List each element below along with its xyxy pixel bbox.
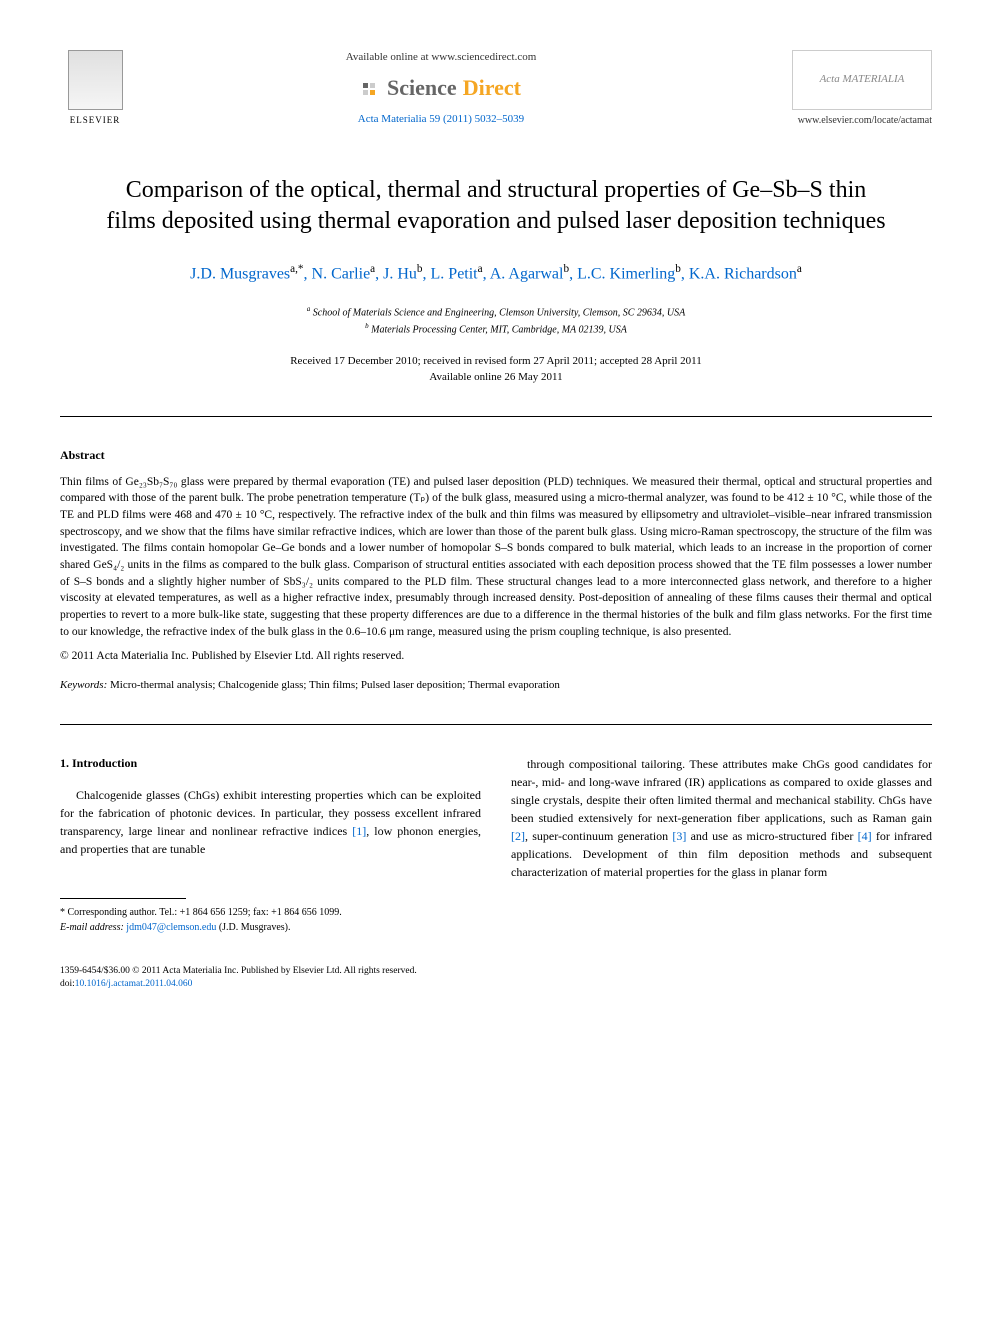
author-2[interactable]: , N. Carlie <box>304 266 371 283</box>
footnote-divider <box>60 898 186 899</box>
available-online-text: Available online at www.sciencedirect.co… <box>130 50 752 65</box>
elsevier-tree-icon <box>68 50 123 110</box>
intro-paragraph-left: Chalcogenide glasses (ChGs) exhibit inte… <box>60 786 481 858</box>
sciencedirect-text-2: Direct <box>463 73 521 104</box>
doi-link[interactable]: 10.1016/j.actamat.2011.04.060 <box>75 979 193 989</box>
divider-bottom <box>60 724 932 725</box>
available-date: Available online 26 May 2011 <box>429 371 562 383</box>
article-dates: Received 17 December 2010; received in r… <box>60 353 932 386</box>
center-header: Available online at www.sciencedirect.co… <box>130 50 752 128</box>
abstract-text: Thin films of Ge₂₃Sb₇S₇₀ glass were prep… <box>60 474 932 641</box>
email-link[interactable]: jdm047@clemson.edu <box>126 922 216 933</box>
author-4[interactable]: , L. Petit <box>423 266 478 283</box>
ref-2[interactable]: [2] <box>511 829 525 843</box>
journal-reference[interactable]: Acta Materialia 59 (2011) 5032–5039 <box>130 112 752 127</box>
author-1-sup: a,* <box>290 263 303 275</box>
introduction-heading: 1. Introduction <box>60 755 481 772</box>
author-3[interactable]: , J. Hu <box>375 266 417 283</box>
author-7[interactable]: , K.A. Richardson <box>681 266 797 283</box>
acta-logo-block: Acta MATERIALIA www.elsevier.com/locate/… <box>752 50 932 128</box>
authors-list: J.D. Musgravesa,*, N. Carliea, J. Hub, L… <box>60 262 932 286</box>
right-column: through compositional tailoring. These a… <box>511 755 932 935</box>
left-column: 1. Introduction Chalcogenide glasses (Ch… <box>60 755 481 935</box>
keywords-text: Micro-thermal analysis; Chalcogenide gla… <box>110 679 560 691</box>
author-1[interactable]: J.D. Musgraves <box>190 266 290 283</box>
ref-3[interactable]: [3] <box>672 829 686 843</box>
elsevier-logo: ELSEVIER <box>60 50 130 135</box>
keywords-row: Keywords: Micro-thermal analysis; Chalco… <box>60 678 932 693</box>
ref-4[interactable]: [4] <box>858 829 872 843</box>
issn-copyright: 1359-6454/$36.00 © 2011 Acta Materialia … <box>60 965 932 978</box>
page-footer: 1359-6454/$36.00 © 2011 Acta Materialia … <box>60 965 932 992</box>
email-author: (J.D. Musgraves). <box>219 922 291 933</box>
email-label: E-mail address: <box>60 922 124 933</box>
corresponding-tel: * Corresponding author. Tel.: +1 864 656… <box>60 905 481 920</box>
author-7-sup: a <box>797 263 802 275</box>
received-date: Received 17 December 2010; received in r… <box>290 355 702 367</box>
affiliation-b: Materials Processing Center, MIT, Cambri… <box>371 325 627 336</box>
ref-1[interactable]: [1] <box>352 824 366 838</box>
header-row: ELSEVIER Available online at www.science… <box>60 50 932 135</box>
affiliation-a: School of Materials Science and Engineer… <box>313 307 685 318</box>
abstract-heading: Abstract <box>60 447 932 464</box>
acta-materialia-logo: Acta MATERIALIA <box>792 50 932 110</box>
sciencedirect-logo: ScienceDirect <box>130 73 752 104</box>
acta-url[interactable]: www.elsevier.com/locate/actamat <box>752 114 932 128</box>
doi-label: doi: <box>60 979 75 989</box>
divider-top <box>60 416 932 417</box>
body-columns: 1. Introduction Chalcogenide glasses (Ch… <box>60 755 932 935</box>
intro-paragraph-right: through compositional tailoring. These a… <box>511 755 932 881</box>
keywords-label: Keywords: <box>60 679 107 691</box>
author-6[interactable]: , L.C. Kimerling <box>569 266 675 283</box>
sciencedirect-icon <box>361 79 381 99</box>
article-title: Comparison of the optical, thermal and s… <box>100 175 892 237</box>
author-5[interactable]: , A. Agarwal <box>483 266 564 283</box>
corresponding-author-footnote: * Corresponding author. Tel.: +1 864 656… <box>60 905 481 935</box>
abstract-copyright: © 2011 Acta Materialia Inc. Published by… <box>60 648 932 664</box>
affiliations: a School of Materials Science and Engine… <box>60 304 932 339</box>
sciencedirect-text-1: Science <box>387 73 457 104</box>
elsevier-label: ELSEVIER <box>70 114 121 127</box>
